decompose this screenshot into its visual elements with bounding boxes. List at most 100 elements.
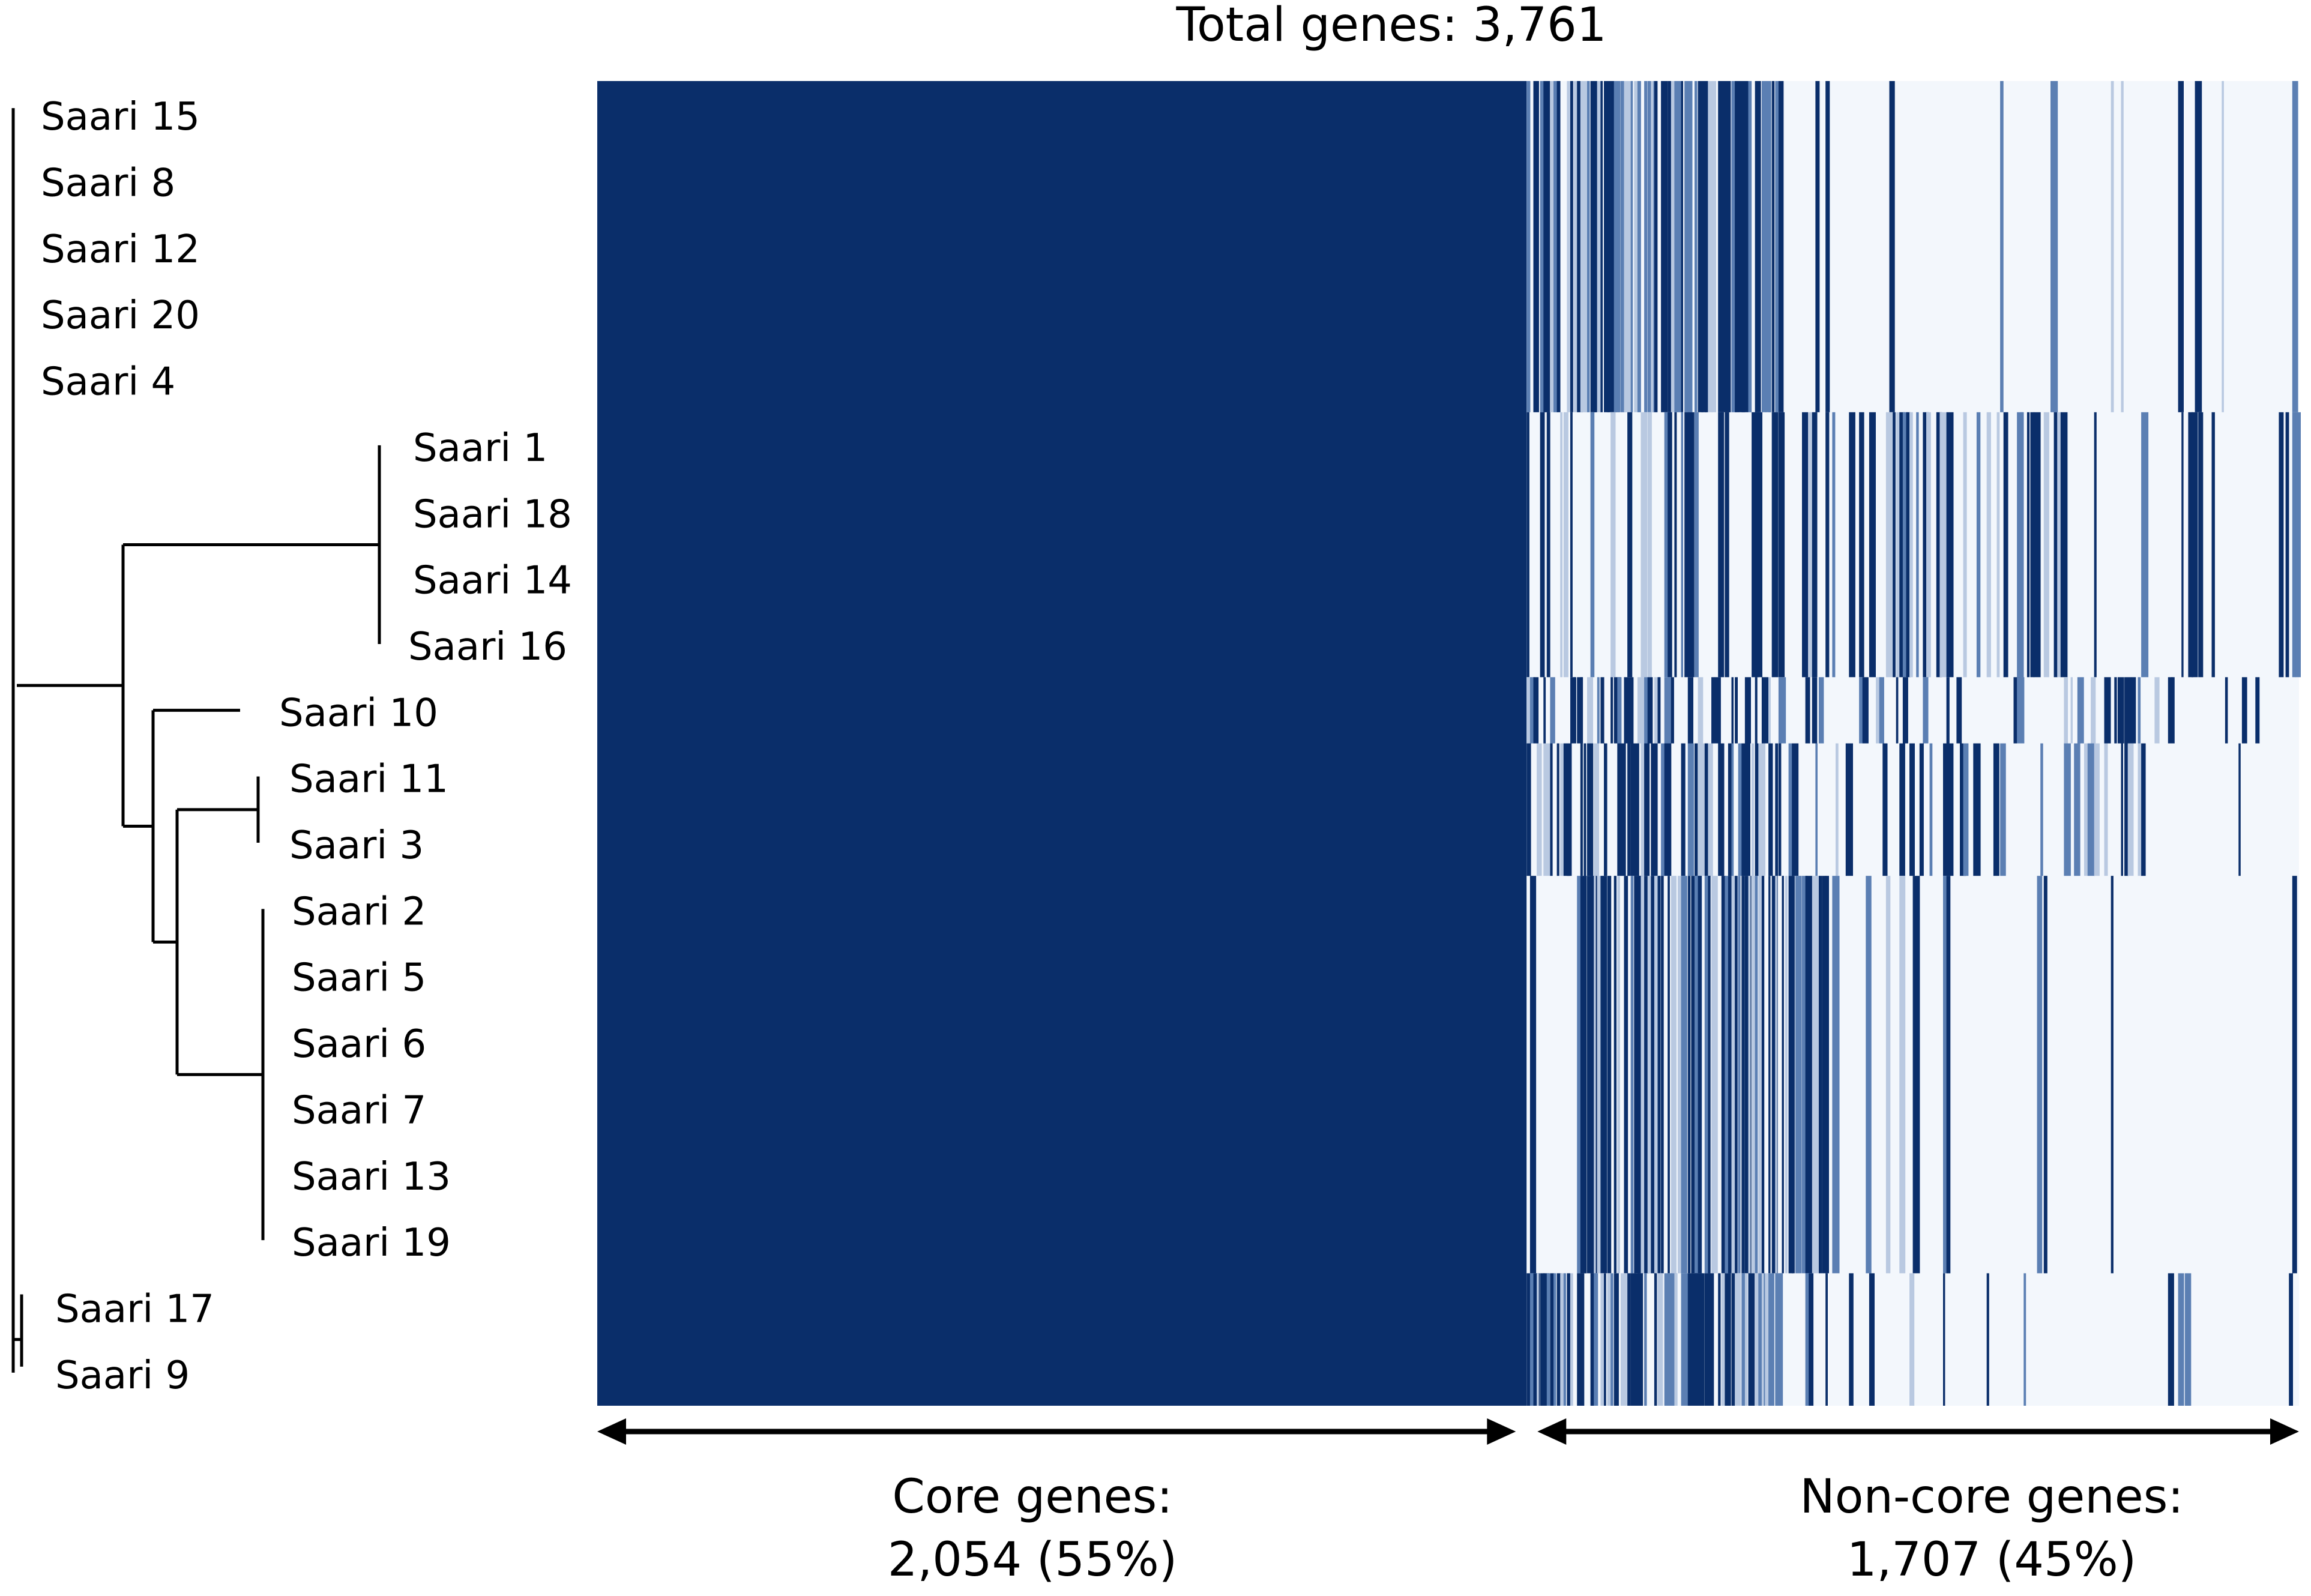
gene-stripe (1550, 743, 1553, 876)
gene-stripe (2138, 743, 2143, 876)
gene-stripe (2114, 677, 2117, 744)
gene-stripe (1805, 1273, 1810, 1406)
gene-stripe (2064, 677, 2068, 744)
gene-stripe (1540, 412, 1545, 678)
gene-stripe (1788, 743, 1794, 876)
gene-stripe (1546, 1273, 1550, 1406)
row-label: Saari 1 (413, 426, 547, 471)
gene-stripe (1624, 1273, 1627, 1406)
gene-stripe (1819, 876, 1822, 1274)
gene-stripe (1862, 677, 1869, 744)
gene-stripe (1604, 81, 1610, 412)
gene-stripe (2030, 412, 2034, 678)
gene-stripe (1758, 412, 1762, 678)
gene-stripe (2168, 1273, 2174, 1406)
gene-stripe (1812, 876, 1819, 1274)
gene-stripe (1909, 412, 1913, 678)
gene-stripe (1570, 81, 1573, 412)
gene-stripe (1563, 1273, 1566, 1406)
gene-stripe (1809, 412, 1815, 678)
gene-stripe (1768, 677, 1771, 744)
gene-stripe (1668, 876, 1670, 1274)
row-label: Saari 20 (41, 294, 200, 338)
row-label: Saari 17 (55, 1287, 214, 1332)
gene-stripe (1664, 743, 1672, 876)
gene-stripe (1580, 876, 1587, 1274)
gene-stripe (1738, 876, 1741, 1274)
gene-stripe (1946, 677, 1950, 744)
gene-stripe (1597, 81, 1601, 412)
gene-stripe (1567, 81, 1571, 412)
gene-stripe (1731, 1273, 1736, 1406)
gene-stripe (1577, 677, 1583, 744)
gene-stripe (1594, 743, 1599, 876)
gene-stripe (2279, 412, 2284, 678)
gene-stripe (1587, 677, 1593, 744)
gene-stripe (1607, 1273, 1612, 1406)
gene-stripe (1708, 876, 1711, 1274)
gene-stripe (1775, 743, 1779, 876)
gene-stripe (1604, 743, 1607, 876)
gene-stripe (1590, 412, 1595, 678)
gene-stripe (1832, 876, 1840, 1274)
gene-stripe (1899, 412, 1905, 678)
gene-stripe (1889, 81, 1895, 412)
gene-stripe (1684, 1273, 1689, 1406)
core-genes-block (597, 81, 1527, 1406)
gene-stripe (1909, 1273, 1915, 1406)
gene-stripe (1755, 81, 1761, 412)
gene-stripe (1577, 81, 1583, 412)
gene-stripe (1637, 876, 1644, 1274)
gene-stripe (1718, 743, 1725, 876)
gene-stripe (2017, 412, 2023, 678)
gene-stripe (1691, 1273, 1698, 1406)
gene-stripe (1543, 743, 1550, 876)
gene-stripe (1731, 743, 1734, 876)
gene-stripe (1748, 1273, 1755, 1406)
gene-stripe (1560, 412, 1562, 678)
gene-stripe (2138, 677, 2141, 744)
gene-stripe (1610, 81, 1617, 412)
gene-stripe (2192, 412, 2198, 678)
gene-stripe (1678, 876, 1684, 1274)
noncore-range-arrow (1537, 1418, 2299, 1445)
gene-stripe (1674, 412, 1677, 678)
gene-stripe (1714, 677, 1721, 744)
gene-stripe (2074, 743, 2081, 876)
gene-stripe (1896, 677, 1899, 744)
gene-stripe (1695, 743, 1698, 876)
gene-stripe (1721, 876, 1726, 1274)
gene-stripe (2124, 743, 2129, 876)
gene-stripe (1600, 81, 1603, 412)
gene-stripe (1587, 81, 1590, 412)
gene-stripe (1926, 412, 1931, 678)
gene-stripe (1752, 743, 1754, 876)
row-label: Saari 13 (292, 1155, 451, 1199)
gene-stripe (1661, 81, 1668, 412)
gene-stripe (1768, 81, 1771, 412)
gene-stripe (1647, 412, 1652, 678)
gene-stripe (2111, 81, 2114, 412)
gene-stripe (1812, 412, 1818, 678)
row-labels: Saari 15 Saari 8 Saari 12 Saari 20 Saari 4 Sa… (41, 95, 572, 1398)
gene-stripe (1671, 677, 1674, 744)
gene-stripe (1594, 81, 1597, 412)
gene-stripe (1761, 1273, 1764, 1406)
gene-stripe (1929, 743, 1933, 876)
gene-stripe (1537, 743, 1542, 876)
gene-stripe (1946, 743, 1954, 876)
gene-stripe (1778, 677, 1786, 744)
gene-stripe (1916, 412, 1919, 678)
gene-stripe (1879, 677, 1884, 744)
gene-stripe (1902, 412, 1908, 678)
gene-stripe (1939, 412, 1947, 678)
gene-stripe (1735, 1273, 1741, 1406)
row-label: Saari 3 (289, 824, 424, 868)
gene-stripe (1526, 743, 1531, 876)
gene-stripe (2285, 412, 2289, 678)
gene-stripe (1687, 677, 1693, 744)
gene-stripe (1647, 677, 1653, 744)
gene-stripe (1845, 743, 1853, 876)
gene-stripe (1563, 412, 1568, 678)
gene-stripe (1960, 743, 1966, 876)
